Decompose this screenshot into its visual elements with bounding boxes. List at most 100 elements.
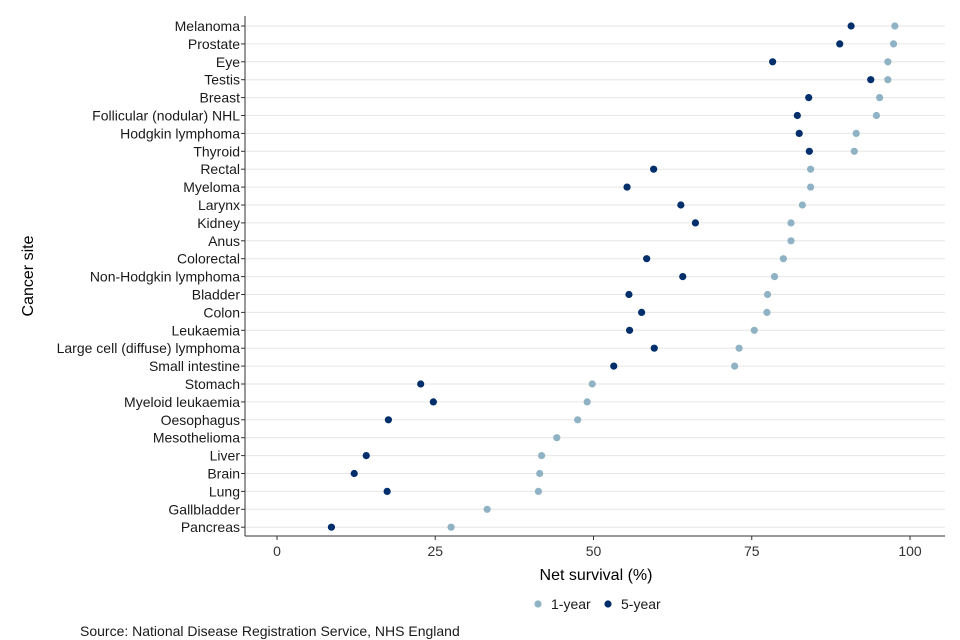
data-point-5-year bbox=[429, 398, 437, 406]
category-label: Testis bbox=[204, 72, 240, 88]
data-point-1-year bbox=[798, 201, 806, 209]
data-point-5-year bbox=[350, 469, 358, 478]
data-point-5-year bbox=[638, 308, 646, 316]
category-label: Liver bbox=[210, 448, 241, 464]
legend-label: 1-year bbox=[551, 596, 591, 612]
data-point-5-year bbox=[769, 58, 777, 66]
category-label: Myeloid leukaemia bbox=[124, 394, 240, 410]
data-point-1-year bbox=[483, 505, 491, 513]
category-label: Melanoma bbox=[175, 18, 241, 34]
category-label: Prostate bbox=[188, 36, 240, 52]
x-tick-label: 0 bbox=[273, 543, 281, 559]
category-label: Anus bbox=[208, 233, 240, 249]
category-label: Pancreas bbox=[181, 519, 240, 535]
data-point-1-year bbox=[763, 308, 771, 316]
data-point-5-year bbox=[836, 40, 844, 48]
data-point-1-year bbox=[553, 434, 561, 442]
data-point-5-year bbox=[384, 416, 393, 424]
data-point-5-year bbox=[805, 94, 813, 102]
x-tick-labels: 0 25 50 75 100 bbox=[273, 543, 922, 559]
data-point-1-year bbox=[884, 76, 892, 84]
category-label: Small intestine bbox=[149, 358, 240, 374]
category-label: Follicular (nodular) NHL bbox=[92, 108, 240, 124]
category-label: Larynx bbox=[198, 197, 240, 213]
data-point-1-year bbox=[787, 219, 795, 227]
category-label: Oesophagus bbox=[161, 412, 240, 428]
data-point-5-year bbox=[610, 362, 618, 370]
data-point-1-year bbox=[889, 40, 898, 48]
category-label: Stomach bbox=[185, 376, 240, 392]
data-point-1-year bbox=[731, 362, 739, 370]
data-point-5-year bbox=[691, 219, 700, 227]
data-point-1-year bbox=[876, 94, 884, 102]
data-point-5-year bbox=[623, 183, 631, 191]
data-point-5-year bbox=[650, 165, 658, 173]
axes bbox=[241, 16, 945, 540]
data-point-5-year bbox=[625, 290, 633, 299]
data-point-1-year bbox=[583, 398, 591, 406]
data-point-1-year bbox=[574, 416, 582, 424]
data-point-1-year bbox=[750, 326, 758, 334]
data-point-5-year bbox=[650, 344, 658, 352]
gridlines bbox=[245, 25, 945, 528]
legend-swatch bbox=[604, 600, 612, 608]
data-points bbox=[327, 22, 899, 531]
category-label: Lung bbox=[209, 483, 240, 499]
category-label: Brain bbox=[207, 466, 240, 482]
category-label: Mesothelioma bbox=[153, 430, 240, 446]
x-tick-label: 100 bbox=[898, 543, 922, 559]
source-note: Source: National Disease Registration Se… bbox=[80, 623, 460, 639]
category-label: Myeloma bbox=[183, 179, 240, 195]
category-label: Bladder bbox=[192, 287, 241, 303]
data-point-5-year bbox=[679, 273, 687, 281]
data-point-1-year bbox=[537, 452, 546, 460]
legend: 1-year 5-year bbox=[534, 596, 661, 612]
category-label: Kidney bbox=[197, 215, 240, 231]
data-point-5-year bbox=[795, 129, 803, 137]
category-label: Non-Hodgkin lymphoma bbox=[90, 269, 240, 285]
data-point-5-year bbox=[327, 523, 336, 531]
data-point-1-year bbox=[807, 183, 815, 191]
data-point-5-year bbox=[625, 326, 634, 334]
data-point-1-year bbox=[770, 273, 779, 281]
category-label: Large cell (diffuse) lymphoma bbox=[57, 340, 241, 356]
category-label: Rectal bbox=[200, 161, 240, 177]
data-point-1-year bbox=[447, 523, 455, 531]
data-point-5-year bbox=[793, 111, 801, 120]
data-point-5-year bbox=[677, 201, 685, 209]
category-label: Gallbladder bbox=[168, 501, 240, 517]
data-point-1-year bbox=[588, 380, 596, 388]
data-point-5-year bbox=[362, 452, 370, 460]
category-label: Breast bbox=[200, 90, 241, 106]
x-axis-title: Net survival (%) bbox=[540, 567, 653, 584]
y-axis-title: Cancer site bbox=[20, 235, 37, 316]
data-point-5-year bbox=[847, 22, 855, 30]
data-point-5-year bbox=[417, 380, 425, 388]
data-point-1-year bbox=[852, 129, 860, 137]
data-point-1-year bbox=[787, 237, 795, 245]
legend-label: 5-year bbox=[621, 596, 661, 612]
category-label: Colorectal bbox=[177, 251, 240, 267]
data-point-1-year bbox=[779, 255, 788, 263]
category-label: Leukaemia bbox=[172, 322, 241, 338]
data-point-1-year bbox=[534, 487, 543, 495]
data-point-1-year bbox=[850, 147, 858, 155]
x-tick-label: 75 bbox=[744, 543, 760, 559]
data-point-1-year bbox=[872, 111, 881, 120]
data-point-5-year bbox=[643, 255, 651, 263]
data-point-1-year bbox=[536, 469, 544, 478]
category-label: Hodgkin lymphoma bbox=[120, 125, 240, 141]
data-point-5-year bbox=[383, 487, 391, 495]
x-tick-label: 25 bbox=[427, 543, 443, 559]
data-point-5-year bbox=[805, 147, 813, 155]
data-point-1-year bbox=[884, 58, 892, 66]
category-label: Thyroid bbox=[193, 143, 240, 159]
category-label: Colon bbox=[203, 304, 240, 320]
data-point-1-year bbox=[807, 165, 815, 173]
x-tick-label: 50 bbox=[586, 543, 602, 559]
data-point-1-year bbox=[735, 344, 743, 352]
data-point-1-year bbox=[763, 290, 772, 299]
category-label: Eye bbox=[216, 54, 240, 70]
